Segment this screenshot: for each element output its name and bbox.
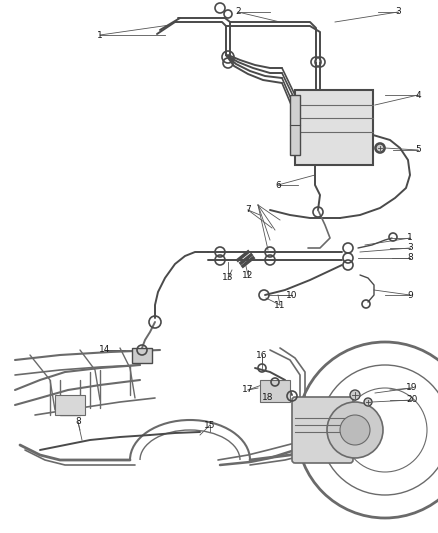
Text: 20: 20 [406,395,418,405]
Bar [295,90,373,165]
Bar [260,380,290,402]
Text: 2: 2 [235,7,241,17]
Circle shape [327,402,383,458]
Text: 18: 18 [262,393,274,402]
Text: 16: 16 [256,351,268,359]
Circle shape [350,390,360,400]
FancyBboxPatch shape [292,397,353,463]
Text: 10: 10 [286,290,298,300]
Text: 1: 1 [407,233,413,243]
Bar [132,348,152,363]
Text: 7: 7 [245,206,251,214]
Text: 11: 11 [274,301,286,310]
Text: 9: 9 [407,290,413,300]
Text: 14: 14 [99,345,111,354]
Bar [290,95,300,155]
Circle shape [376,144,384,152]
Text: 17: 17 [242,385,254,394]
Text: 6: 6 [275,181,281,190]
Text: 5: 5 [415,146,421,155]
Text: 3: 3 [395,7,401,17]
Text: 12: 12 [242,271,254,279]
Circle shape [340,415,370,445]
Text: 13: 13 [222,273,234,282]
Circle shape [364,398,372,406]
Text: 4: 4 [415,91,421,100]
Text: 1: 1 [97,30,103,39]
Text: 3: 3 [407,244,413,253]
Text: 15: 15 [204,421,216,430]
Text: 19: 19 [406,384,418,392]
Text: 8: 8 [407,254,413,262]
Bar [55,395,85,415]
Text: 8: 8 [75,417,81,426]
